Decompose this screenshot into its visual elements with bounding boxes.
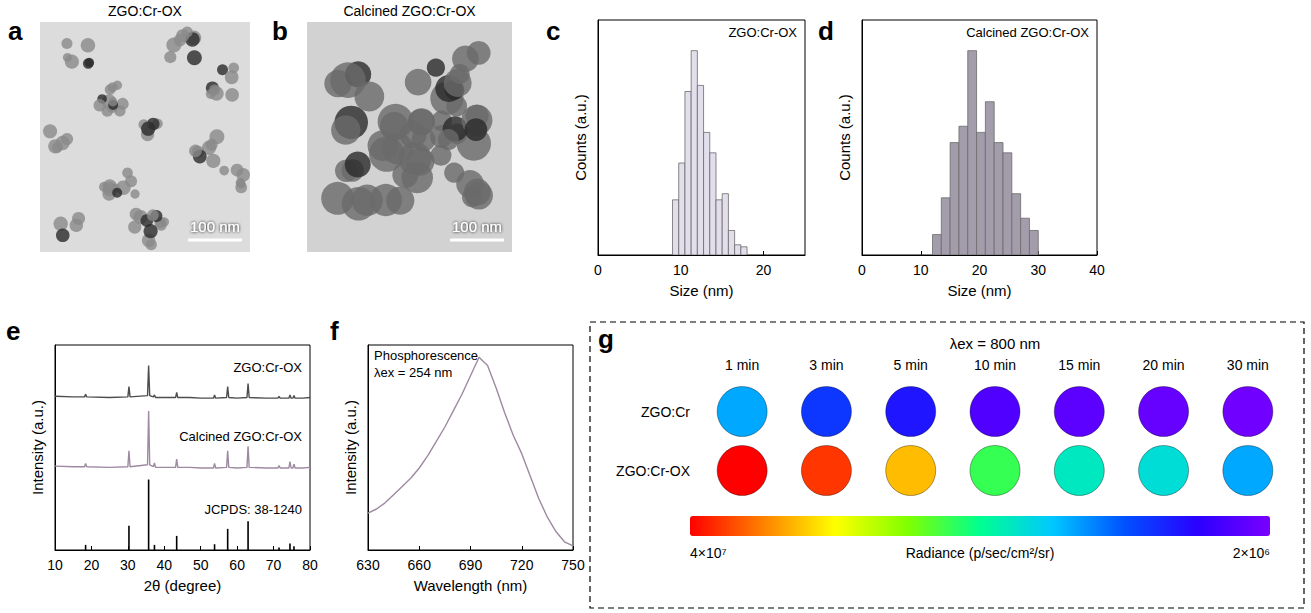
- svg-text:15 min: 15 min: [1058, 357, 1100, 373]
- svg-text:λex = 254 nm: λex = 254 nm: [374, 365, 452, 380]
- svg-text:ZGO:Cr-OX: ZGO:Cr-OX: [108, 3, 183, 19]
- svg-text:JCPDS: 38-1240: JCPDS: 38-1240: [204, 502, 302, 517]
- svg-text:660: 660: [408, 557, 432, 573]
- svg-text:λex = 800 nm: λex = 800 nm: [950, 335, 1040, 352]
- svg-text:80: 80: [302, 557, 318, 573]
- svg-text:Size (nm): Size (nm): [669, 282, 733, 299]
- svg-text:c: c: [546, 16, 560, 46]
- svg-text:100 nm: 100 nm: [190, 218, 240, 235]
- svg-text:Radiance (p/sec/cm²/sr): Radiance (p/sec/cm²/sr): [906, 545, 1055, 561]
- svg-text:f: f: [330, 316, 339, 346]
- svg-text:40: 40: [156, 557, 172, 573]
- svg-text:720: 720: [510, 557, 534, 573]
- svg-text:5 min: 5 min: [894, 357, 928, 373]
- svg-text:630: 630: [356, 557, 380, 573]
- svg-text:40: 40: [1089, 262, 1105, 278]
- svg-text:750: 750: [561, 557, 585, 573]
- svg-text:10: 10: [913, 262, 929, 278]
- svg-text:Counts (a.u.): Counts (a.u.): [572, 94, 589, 181]
- svg-text:e: e: [6, 316, 20, 346]
- svg-text:ZGO:Cr-OX: ZGO:Cr-OX: [728, 25, 797, 40]
- svg-text:690: 690: [459, 557, 483, 573]
- svg-text:Intensity (a.u.): Intensity (a.u.): [29, 400, 46, 495]
- svg-text:d: d: [818, 16, 834, 46]
- svg-text:Phosphorescence: Phosphorescence: [374, 348, 478, 363]
- svg-text:2θ (degree): 2θ (degree): [144, 577, 222, 594]
- svg-text:ZGO:Cr-OX: ZGO:Cr-OX: [616, 463, 691, 479]
- svg-text:20 min: 20 min: [1143, 357, 1185, 373]
- svg-text:0: 0: [858, 262, 866, 278]
- svg-text:10: 10: [673, 262, 689, 278]
- svg-text:Wavelength (nm): Wavelength (nm): [414, 577, 528, 594]
- svg-text:30: 30: [120, 557, 136, 573]
- svg-text:10 min: 10 min: [974, 357, 1016, 373]
- svg-text:Intensity (a.u.): Intensity (a.u.): [342, 400, 359, 495]
- svg-text:g: g: [598, 324, 614, 354]
- svg-text:Calcined ZGO:Cr-OX: Calcined ZGO:Cr-OX: [179, 429, 302, 444]
- svg-text:Counts (a.u.): Counts (a.u.): [836, 94, 853, 181]
- svg-text:3 min: 3 min: [809, 357, 843, 373]
- svg-text:ZGO:Cr-OX: ZGO:Cr-OX: [233, 360, 302, 375]
- svg-text:70: 70: [266, 557, 282, 573]
- svg-text:50: 50: [193, 557, 209, 573]
- svg-text:4×10⁷: 4×10⁷: [690, 545, 727, 561]
- svg-text:a: a: [8, 16, 23, 46]
- svg-text:100 nm: 100 nm: [452, 218, 502, 235]
- svg-text:10: 10: [47, 557, 63, 573]
- svg-text:1 min: 1 min: [725, 357, 759, 373]
- svg-text:20: 20: [972, 262, 988, 278]
- svg-text:20: 20: [84, 557, 100, 573]
- svg-text:Calcined ZGO:Cr-OX: Calcined ZGO:Cr-OX: [343, 3, 476, 19]
- svg-text:Calcined ZGO:Cr-OX: Calcined ZGO:Cr-OX: [966, 25, 1089, 40]
- svg-text:b: b: [272, 16, 288, 46]
- svg-text:Size (nm): Size (nm): [947, 282, 1011, 299]
- svg-text:ZGO:Cr: ZGO:Cr: [641, 404, 690, 420]
- svg-text:20: 20: [756, 262, 772, 278]
- svg-text:30: 30: [1030, 262, 1046, 278]
- svg-text:60: 60: [229, 557, 245, 573]
- svg-text:30 min: 30 min: [1227, 357, 1269, 373]
- svg-text:2×10⁶: 2×10⁶: [1233, 545, 1270, 561]
- svg-text:0: 0: [594, 262, 602, 278]
